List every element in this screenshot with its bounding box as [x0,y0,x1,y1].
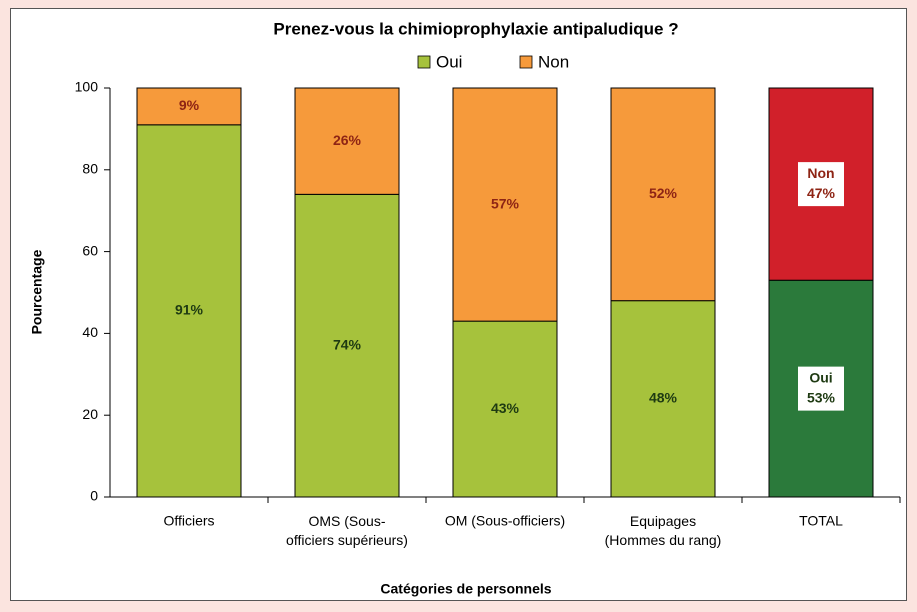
bar-segment [294,87,400,195]
legend-label: Oui [436,52,462,71]
data-label: 9% [179,97,200,113]
x-tick-label: Equipages (Hommes du rang) [605,513,722,548]
y-tick-label: 60 [82,242,98,258]
y-axis-label: Pourcentage [29,249,45,334]
chart-title: Prenez-vous la chimioprophylaxie antipal… [273,19,678,38]
label-box [798,366,844,411]
bar-segment [136,87,242,126]
bar-segment [294,193,400,498]
data-label-name: Oui [809,369,832,385]
y-tick-label: 100 [75,79,99,95]
data-label-name: Non [807,165,834,181]
legend-swatch [417,55,431,69]
x-tick-label: Officiers [163,513,214,529]
legend-label: Non [538,52,569,71]
bar-segment [452,320,558,498]
data-label: 26% [333,132,362,148]
x-axis-label: Catégories de personnels [380,581,551,597]
bar-segment [136,124,242,498]
data-label: 43% [491,400,520,416]
data-label: 52% [649,185,678,201]
y-tick-label: 20 [82,406,98,422]
data-label: 74% [333,336,362,352]
x-tick-label: OMS (Sous-officiers supérieurs) [286,513,408,548]
bar-segment [452,87,558,322]
legend-swatch [519,55,533,69]
bar-segment [768,87,874,281]
bar-segment [610,300,716,498]
x-tick-label: OM (Sous-officiers) [445,513,565,529]
label-box [798,162,844,207]
y-tick-label: 40 [82,324,98,340]
y-tick-label: 0 [90,488,98,504]
data-label: 91% [175,302,204,318]
x-tick-label: TOTAL [799,513,843,529]
data-label: 53% [807,389,836,405]
y-tick-label: 80 [82,161,98,177]
data-label: 57% [491,195,520,211]
data-label: 48% [649,390,678,406]
bar-segment [610,87,716,302]
data-label: 47% [807,185,836,201]
